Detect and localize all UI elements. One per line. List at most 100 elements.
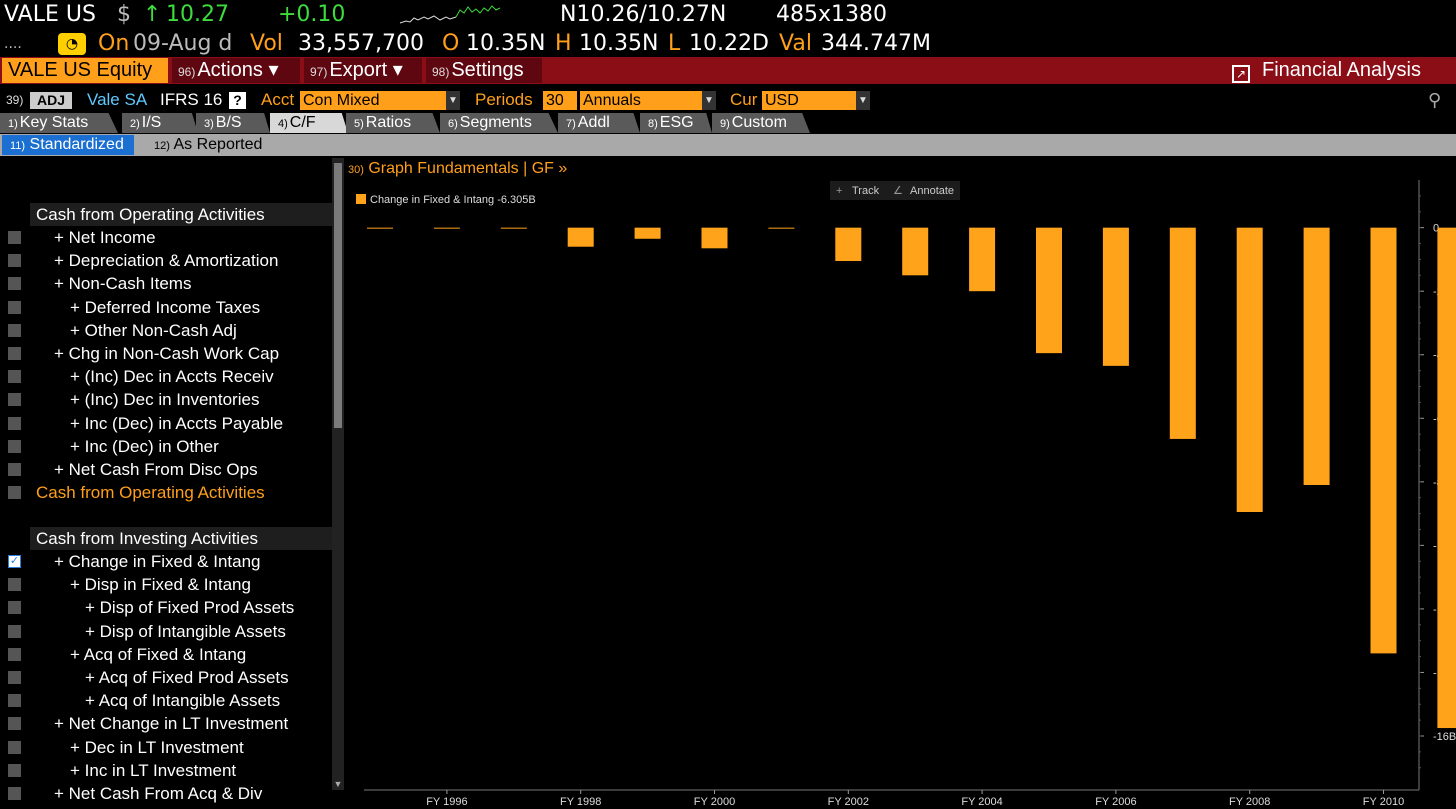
checkbox[interactable] [8, 463, 21, 476]
investing-row[interactable]: + Acq of Fixed & Intang [0, 643, 332, 666]
tab-segments[interactable]: 6) Segments [440, 113, 558, 133]
checkbox[interactable] [8, 578, 21, 592]
tab-income-statement[interactable]: 2) I/S [122, 113, 198, 133]
bar[interactable] [701, 227, 728, 249]
bar[interactable] [768, 227, 795, 229]
investing-row[interactable]: + Inc in LT Investment [0, 759, 332, 782]
operating-row[interactable]: + Net Income [0, 226, 332, 249]
bar[interactable] [1036, 227, 1062, 354]
operating-row[interactable]: + Chg in Non-Cash Work Cap [0, 342, 332, 365]
checkbox[interactable] [8, 486, 21, 500]
bar[interactable] [1370, 227, 1397, 654]
tab-addl[interactable]: 7) Addl [558, 113, 640, 133]
period-type-select[interactable]: Annuals [580, 91, 702, 110]
investing-row[interactable]: ✓ + Change in Fixed & Intang [0, 550, 332, 573]
checkbox[interactable] [8, 254, 21, 268]
bar[interactable] [835, 227, 862, 262]
operating-row[interactable]: + Net Cash From Disc Ops [0, 458, 332, 481]
operating-row[interactable]: + Depreciation & Amortization [0, 249, 332, 272]
checkbox[interactable] [8, 763, 21, 777]
checkbox[interactable] [8, 787, 21, 800]
currency-select[interactable]: USD [762, 91, 856, 110]
checkbox[interactable] [8, 231, 21, 244]
tab-key-stats[interactable]: 1) Key Stats [0, 113, 118, 133]
investing-row[interactable]: + Disp of Intangible Assets [0, 620, 332, 643]
operating-row[interactable]: + Deferred Income Taxes [0, 296, 332, 319]
investing-row[interactable]: + Acq of Intangible Assets [0, 689, 332, 712]
bar[interactable] [567, 227, 594, 247]
checkbox[interactable] [8, 347, 21, 360]
checkbox[interactable] [8, 323, 21, 337]
investing-row[interactable]: + Dec in LT Investment [0, 736, 332, 759]
annotate-button[interactable]: Annotate [910, 185, 954, 197]
checkbox[interactable] [8, 416, 21, 430]
operating-row[interactable]: Cash from Operating Activities [0, 481, 332, 504]
bar[interactable] [969, 227, 996, 292]
investing-row[interactable]: + Acq of Fixed Prod Assets [0, 666, 332, 689]
operating-row[interactable]: + Inc (Dec) in Other [0, 435, 332, 458]
chevron-down-icon[interactable]: ▼ [446, 91, 460, 110]
investing-row[interactable]: + Net Cash From Acq & Div [0, 782, 332, 805]
checkbox[interactable] [8, 740, 21, 754]
checkbox[interactable] [8, 717, 21, 731]
operating-row[interactable]: + Inc (Dec) in Accts Payable [0, 412, 332, 435]
tab-esg[interactable]: 8) ESG [640, 113, 712, 133]
bar[interactable] [1236, 227, 1263, 513]
bar[interactable] [1303, 227, 1330, 485]
ticker-symbol[interactable]: VALE US [4, 2, 96, 27]
tab-balance-sheet[interactable]: 3) B/S [196, 113, 270, 133]
actions-menu[interactable]: 96) Actions ▾ [172, 58, 300, 83]
help-icon[interactable]: ? [229, 92, 246, 109]
tab-as-reported[interactable]: 12) As Reported [146, 135, 276, 155]
scroll-down-icon[interactable]: ▼ [333, 779, 343, 789]
tab-custom[interactable]: 9) Custom [712, 113, 810, 133]
track-button[interactable]: Track [852, 185, 880, 197]
bar[interactable] [1169, 227, 1196, 439]
tab-ratios[interactable]: 5) Ratios [346, 113, 440, 133]
bar[interactable] [634, 227, 661, 239]
investing-row[interactable]: + Disp in Fixed & Intang [0, 573, 332, 596]
checkbox[interactable] [8, 647, 21, 661]
line-item-label: + Disp of Fixed Prod Assets [85, 598, 295, 618]
checkbox[interactable] [8, 277, 21, 291]
checkbox[interactable] [8, 624, 21, 638]
zoom-icon[interactable]: ⚲ [1428, 90, 1442, 110]
checkbox[interactable] [8, 439, 21, 453]
security-field[interactable]: VALE US Equity [2, 58, 168, 83]
operating-row[interactable]: + (Inc) Dec in Accts Receiv [0, 365, 332, 388]
bar[interactable] [1102, 227, 1129, 366]
chart-header[interactable]: 30) Graph Fundamentals | GF » [344, 158, 1456, 180]
checkbox[interactable] [8, 671, 21, 684]
sub-tab-bar: 11) Standardized 12) As Reported [0, 134, 1456, 156]
tab-cash-flow[interactable]: 4) C/F [270, 113, 348, 133]
bar[interactable] [500, 227, 527, 229]
checkbox[interactable] [8, 300, 21, 314]
settings-menu[interactable]: 98) Settings [426, 58, 542, 83]
chevron-down-icon[interactable]: ▼ [856, 91, 870, 110]
acct-select[interactable]: Con Mixed [300, 91, 446, 110]
operating-row[interactable]: + (Inc) Dec in Inventories [0, 388, 332, 411]
checkbox-checked[interactable]: ✓ [8, 555, 21, 568]
bar[interactable] [367, 227, 393, 229]
export-menu[interactable]: 97) Export ▾ [304, 58, 422, 83]
periods-input[interactable]: 30 [543, 91, 577, 110]
checkbox[interactable] [8, 601, 21, 615]
chevron-down-icon[interactable]: ▼ [702, 91, 716, 110]
bar[interactable] [1437, 227, 1456, 729]
x-tick-label: FY 1998 [560, 796, 601, 808]
gauge-icon[interactable]: ◔ [58, 33, 86, 55]
checkbox[interactable] [8, 370, 21, 384]
bar[interactable] [433, 227, 460, 229]
checkbox[interactable] [8, 694, 21, 708]
tab-standardized[interactable]: 11) Standardized [2, 135, 134, 155]
investing-row[interactable]: + Disp of Fixed Prod Assets [0, 596, 332, 619]
bar[interactable] [902, 227, 929, 276]
checkbox[interactable] [8, 393, 21, 407]
operating-row[interactable]: + Other Non-Cash Adj [0, 319, 332, 342]
scrollbar-thumb[interactable] [334, 163, 342, 428]
adj-button[interactable]: ADJ [30, 92, 72, 109]
investing-row[interactable]: + Net Change in LT Investment [0, 712, 332, 735]
operating-row[interactable]: + Non-Cash Items [0, 272, 332, 295]
financial-analysis-link[interactable]: ↗ Financial Analysis [1232, 58, 1421, 83]
